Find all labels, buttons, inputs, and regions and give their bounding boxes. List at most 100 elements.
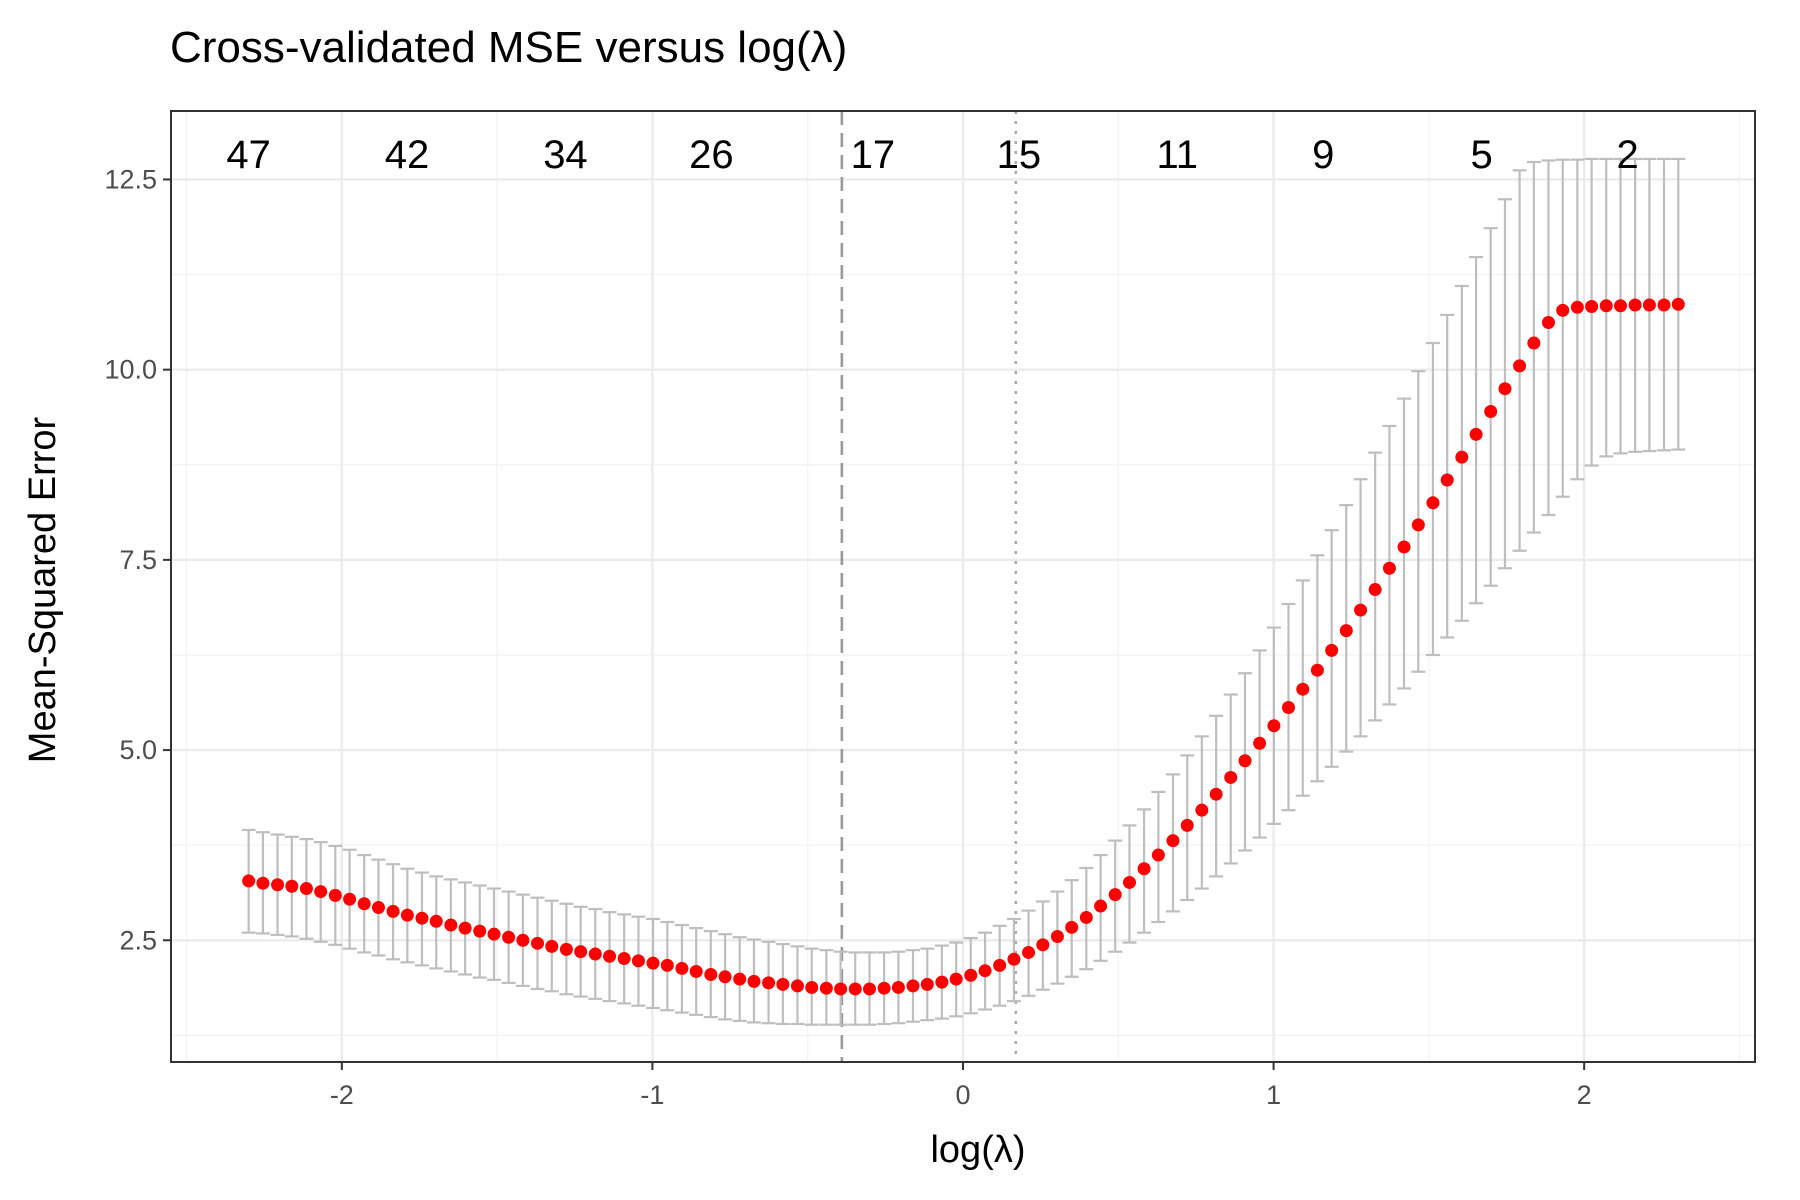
x-axis-label: log(λ) (930, 1129, 1025, 1171)
data-point (1556, 303, 1570, 317)
y-tick-label: 7.5 (119, 545, 157, 575)
data-point (1527, 336, 1541, 350)
data-point (790, 979, 804, 993)
data-point (848, 982, 862, 996)
data-point (1426, 496, 1440, 510)
data-point (1122, 875, 1136, 889)
data-point (1599, 299, 1613, 313)
data-point (1671, 297, 1685, 311)
error-bar (1570, 158, 1585, 481)
data-point (646, 956, 660, 970)
x-tick-label: 1 (1266, 1080, 1281, 1110)
data-point (1253, 736, 1267, 750)
data-point (1397, 540, 1411, 554)
data-point (949, 972, 963, 986)
data-point (891, 980, 905, 994)
data-point (819, 981, 833, 995)
data-point (1642, 298, 1656, 312)
data-point (588, 947, 602, 961)
data-point (1137, 862, 1151, 876)
data-point (1094, 899, 1108, 913)
data-point (314, 885, 328, 899)
data-point (1065, 920, 1079, 934)
data-point (1455, 450, 1469, 464)
grid (171, 111, 1755, 1062)
data-point (675, 961, 689, 975)
data-point (530, 936, 544, 950)
error-bar (1555, 158, 1570, 498)
x-tick-label: 2 (1577, 1080, 1592, 1110)
data-point (1108, 888, 1122, 902)
data-point (1440, 473, 1454, 487)
data-point (242, 874, 256, 888)
chart-title: Cross-validated MSE versus log(λ) (170, 23, 847, 72)
y-tick-label: 5.0 (119, 735, 157, 765)
data-point (1354, 603, 1368, 617)
data-point (1238, 754, 1252, 768)
top-count-label: 2 (1617, 133, 1639, 177)
data-point (1166, 834, 1180, 848)
data-point (660, 958, 674, 972)
top-count-label: 34 (543, 133, 588, 177)
top-counts: 47 42 34 26 17 15 11 9 5 2 (226, 133, 1638, 177)
top-count-label: 11 (1157, 133, 1199, 177)
data-point (343, 892, 357, 906)
data-point (328, 888, 342, 902)
x-axis-ticks: -2 -1 0 1 2 (330, 1062, 1592, 1110)
top-count-label: 26 (689, 133, 734, 177)
data-point (747, 974, 761, 988)
data-point (920, 977, 934, 991)
data-point (458, 921, 472, 935)
data-point (271, 878, 285, 892)
data-point (964, 968, 978, 982)
y-axis-label: Mean-Squared Error (22, 416, 64, 763)
data-point (733, 972, 747, 986)
data-point (1657, 298, 1671, 312)
data-point (371, 901, 385, 915)
reference-lines (840, 111, 1018, 1062)
data-point (516, 933, 530, 947)
data-point (357, 897, 371, 911)
data-point (617, 952, 631, 966)
data-point (718, 970, 732, 984)
data-point (1151, 848, 1165, 862)
data-point (1368, 583, 1382, 597)
error-bar (1541, 159, 1556, 517)
data-point (1339, 624, 1353, 638)
top-count-label: 5 (1471, 133, 1493, 177)
top-count-label: 17 (851, 133, 896, 177)
x-tick-label: -1 (640, 1080, 664, 1110)
data-point (1614, 299, 1628, 313)
data-point (689, 964, 703, 978)
data-point (299, 882, 313, 896)
data-point (1180, 818, 1194, 832)
data-point (1296, 682, 1310, 696)
data-point (386, 904, 400, 918)
data-point (1585, 300, 1599, 314)
data-point (415, 911, 429, 925)
data-point (603, 949, 617, 963)
data-point (1195, 803, 1209, 817)
data-point (1310, 663, 1324, 677)
top-count-label: 42 (385, 133, 430, 177)
data-point (545, 939, 559, 953)
data-point (834, 982, 848, 996)
data-point (1007, 952, 1021, 966)
data-point (805, 980, 819, 994)
data-point (935, 975, 949, 989)
top-count-label: 9 (1312, 133, 1334, 177)
y-tick-label: 2.5 (119, 925, 157, 955)
data-point (400, 908, 414, 922)
data-point (993, 958, 1007, 972)
data-point (1325, 643, 1339, 657)
data-point (1484, 405, 1498, 419)
data-point (1570, 300, 1584, 314)
data-point (256, 876, 270, 890)
data-point (502, 930, 516, 944)
data-point (487, 927, 501, 941)
data-points (242, 297, 1685, 996)
data-point (473, 924, 487, 938)
y-axis-ticks: 2.5 5.0 7.5 10.0 12.5 (104, 164, 171, 955)
